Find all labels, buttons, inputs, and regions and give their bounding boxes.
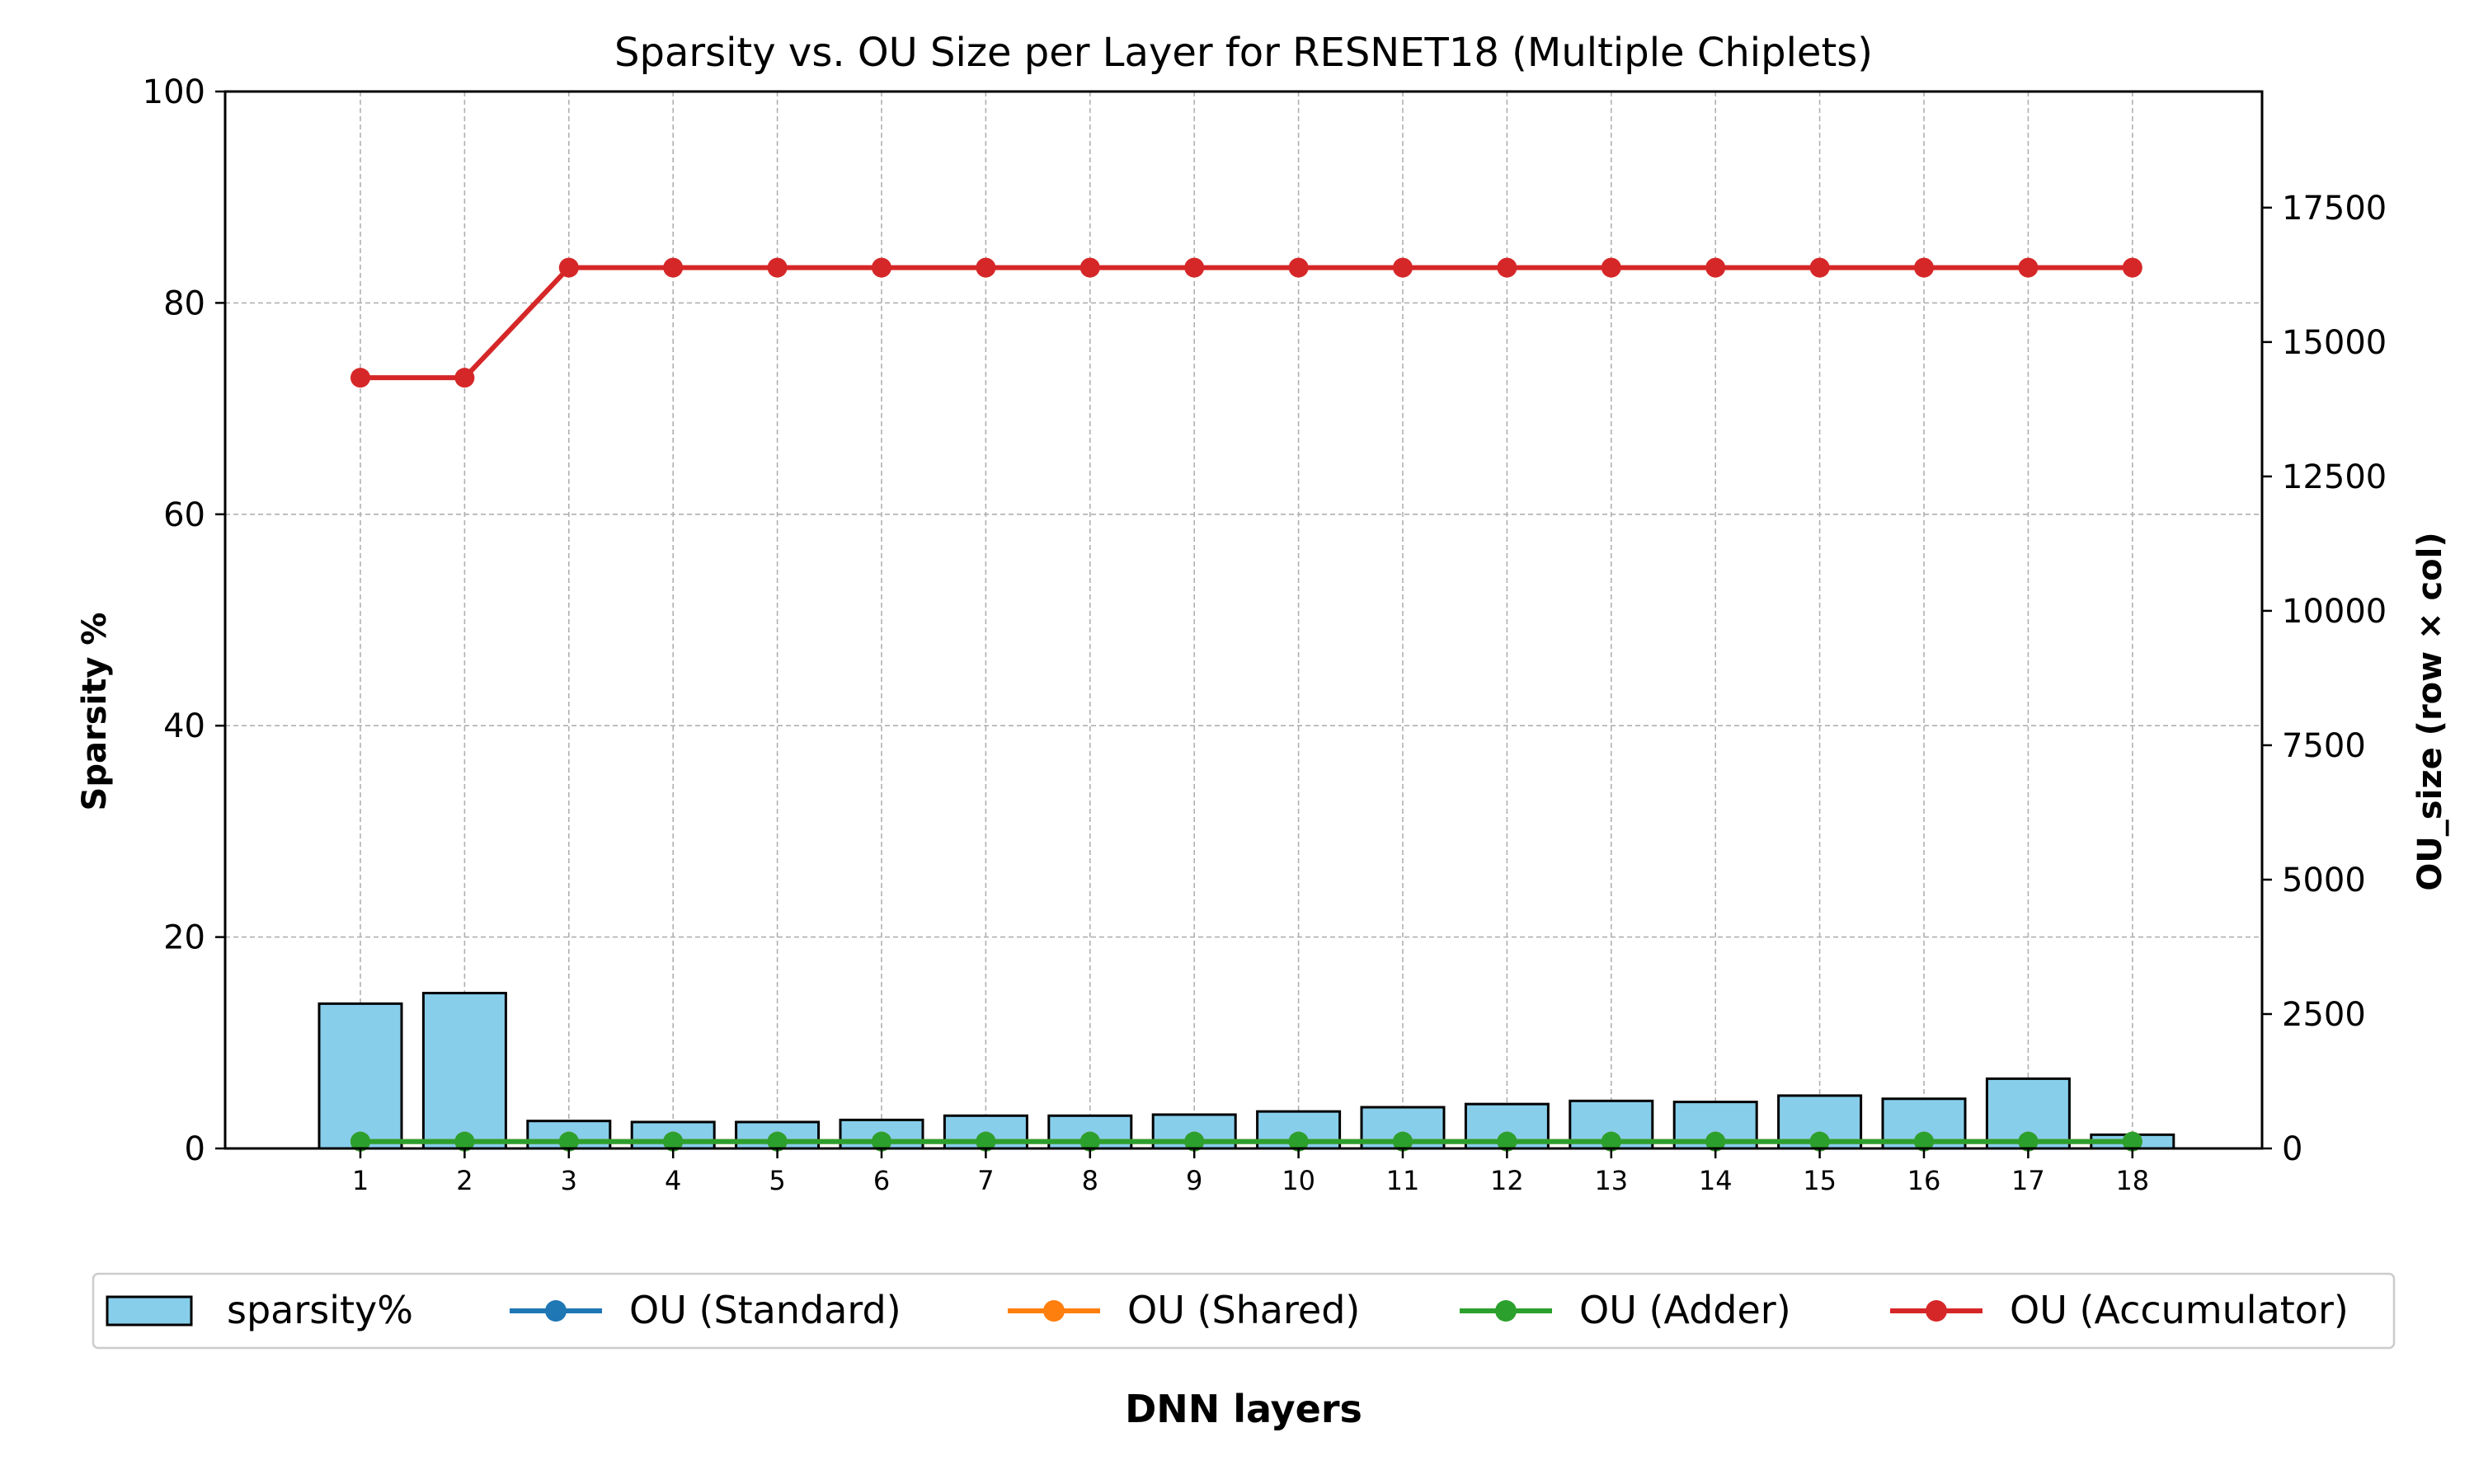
- legend-frame: [92, 1272, 2396, 1350]
- legend-label: OU (Standard): [629, 1288, 901, 1332]
- series-point: [1184, 1131, 1205, 1152]
- x-tick-label: 17: [2011, 1165, 2045, 1196]
- series-point: [2018, 257, 2039, 278]
- chart-title: Sparsity vs. OU Size per Layer for RESNE…: [614, 30, 1873, 76]
- y2-tick-label: 15000: [2282, 324, 2387, 362]
- series-point: [1705, 257, 1726, 278]
- series-point: [1809, 257, 1830, 278]
- x-axis-label: DNN layers: [1125, 1387, 1362, 1431]
- x-tick-label: 6: [873, 1165, 890, 1196]
- x-tick-label: 5: [769, 1165, 785, 1196]
- series-point: [1497, 257, 1517, 278]
- y2-tick-label: 17500: [2282, 190, 2387, 228]
- legend-label: OU (Shared): [1127, 1288, 1360, 1332]
- x-tick-label: 7: [977, 1165, 994, 1196]
- series-point: [350, 1131, 370, 1152]
- y-axis-label: Sparsity %: [76, 613, 114, 811]
- x-tick-label: 13: [1594, 1165, 1628, 1196]
- series-point: [1601, 257, 1621, 278]
- x-tick-label: 10: [1282, 1165, 1315, 1196]
- x-tick-label: 12: [1490, 1165, 1524, 1196]
- series-point: [872, 1131, 891, 1152]
- series-point: [1393, 1131, 1413, 1152]
- y2-tick-label: 5000: [2282, 862, 2366, 899]
- x-tick-label: 14: [1699, 1165, 1733, 1196]
- series-point: [1288, 1131, 1309, 1152]
- series-point: [2122, 257, 2142, 278]
- x-tick-label: 18: [2115, 1165, 2149, 1196]
- x-tick-label: 2: [456, 1165, 473, 1196]
- y-tick-label: 100: [143, 73, 205, 111]
- y-tick-label: 60: [163, 496, 205, 534]
- series-point: [454, 1131, 475, 1152]
- series-point: [1497, 1131, 1517, 1152]
- x-tick-label: 9: [1186, 1165, 1202, 1196]
- legend: sparsity% OU (Standard) OU (Shared) OU (Add…: [92, 1272, 2396, 1350]
- series-point: [1914, 257, 1934, 278]
- y-tick-label: 0: [185, 1130, 205, 1168]
- series-point: [872, 257, 891, 278]
- series-point: [1393, 257, 1413, 278]
- legend-label: OU (Accumulator): [2010, 1288, 2349, 1332]
- series-point: [1288, 257, 1309, 278]
- series-point: [1079, 257, 1100, 278]
- legend-label-sparsity: sparsity%: [227, 1288, 413, 1332]
- y-tick-label: 20: [163, 919, 205, 957]
- series-point: [1079, 1131, 1100, 1152]
- y2-tick-label: 0: [2282, 1130, 2302, 1168]
- x-tick-label: 11: [1386, 1165, 1420, 1196]
- series-point: [558, 1131, 579, 1152]
- y-tick-label: 80: [163, 284, 205, 322]
- legend-marker: [1495, 1300, 1517, 1322]
- x-tick-label: 15: [1803, 1165, 1837, 1196]
- x-tick-label: 16: [1907, 1165, 1941, 1196]
- series-point: [1184, 257, 1205, 278]
- x-tick-label: 8: [1082, 1165, 1098, 1196]
- y2-tick-label: 12500: [2282, 458, 2387, 496]
- sparsity-bar: [421, 992, 507, 1150]
- series-point: [767, 1131, 788, 1152]
- legend-marker: [545, 1300, 567, 1322]
- axes-layer: 0 20 40 60 80 100 0 2500 5000 7500 10000 12500 15000…: [143, 73, 2387, 1196]
- x-tick-label: 4: [665, 1165, 681, 1196]
- series-point: [558, 257, 579, 278]
- y2-tick-label: 10000: [2282, 593, 2387, 631]
- series-point: [454, 368, 475, 388]
- series-line: [360, 265, 2133, 381]
- x-tick-label: 1: [352, 1165, 369, 1196]
- x-tick-label: 3: [561, 1165, 577, 1196]
- legend-marker: [1043, 1300, 1065, 1322]
- series-point: [976, 1131, 996, 1152]
- series-point: [663, 257, 684, 278]
- legend-label: OU (Adder): [1579, 1288, 1791, 1332]
- legend-swatch-sparsity: [106, 1295, 193, 1327]
- series-point: [1914, 1131, 1934, 1152]
- series-point: [976, 257, 996, 278]
- series-point: [2122, 1131, 2142, 1152]
- plot-frame: [223, 90, 2264, 1150]
- bar-layer: [317, 992, 2175, 1150]
- series-point: [2018, 1131, 2039, 1152]
- legend-marker: [1926, 1300, 1947, 1322]
- sparsity-bar: [317, 1002, 403, 1150]
- series-point: [663, 1131, 684, 1152]
- line-layer: [350, 257, 2142, 1152]
- series-point: [1705, 1131, 1726, 1152]
- series-point: [1601, 1131, 1621, 1152]
- y2-tick-label: 2500: [2282, 996, 2366, 1034]
- y2-axis-label: OU_size (row × col): [2411, 532, 2449, 890]
- series-point: [350, 368, 370, 388]
- series-point: [767, 257, 788, 278]
- y2-tick-label: 7500: [2282, 727, 2366, 765]
- grid-layer: [225, 91, 2262, 1149]
- series-point: [1809, 1131, 1830, 1152]
- y-tick-label: 40: [163, 707, 205, 745]
